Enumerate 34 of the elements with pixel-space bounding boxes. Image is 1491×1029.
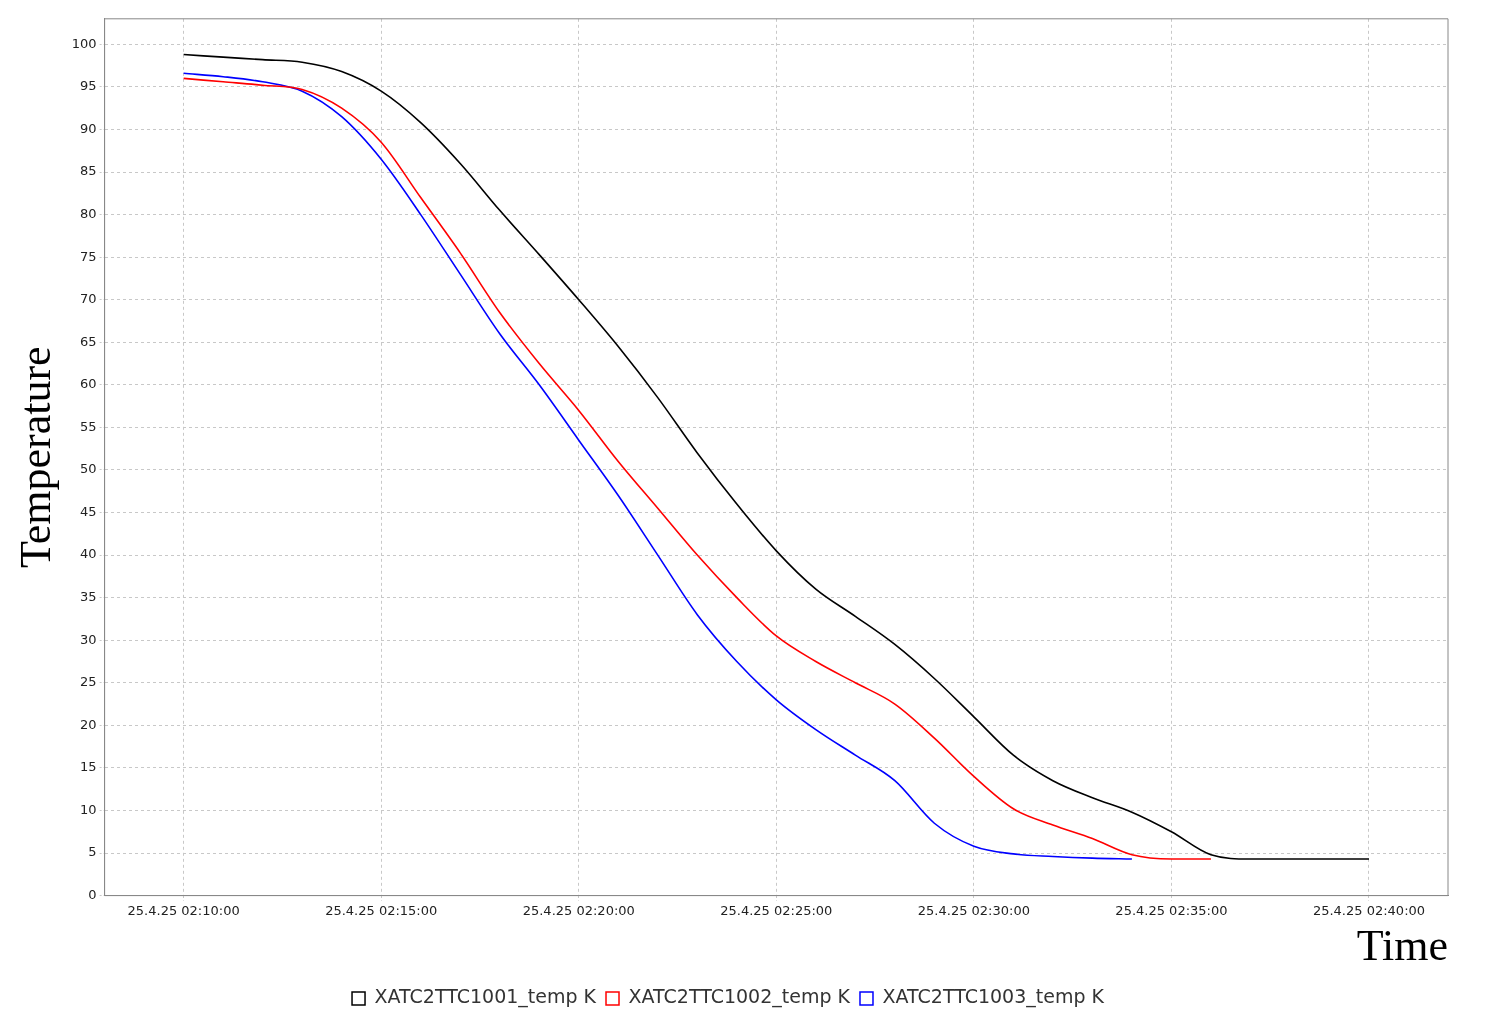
x-tick-label: 25.4.25 02:40:00 bbox=[1312, 902, 1426, 918]
legend-label: XATC2TTC1001_temp K bbox=[374, 985, 597, 1009]
y-tick-label: 85 bbox=[80, 163, 97, 179]
y-axis-title: Temperature bbox=[10, 346, 60, 569]
x-tick-label: 25.4.25 02:10:00 bbox=[127, 902, 240, 918]
y-tick-label: 40 bbox=[80, 546, 97, 562]
x-tick-label: 25.4.25 02:15:00 bbox=[325, 902, 438, 918]
y-tick-label: 60 bbox=[80, 376, 97, 392]
x-tick-label: 25.4.25 02:30:00 bbox=[917, 902, 1030, 918]
x-tick-label: 25.4.25 02:35:00 bbox=[1115, 902, 1228, 918]
y-tick-label: 10 bbox=[80, 801, 97, 817]
y-tick-label: 100 bbox=[71, 35, 97, 51]
x-tick-label: 25.4.25 02:20:00 bbox=[522, 902, 635, 918]
y-tick-label: 30 bbox=[80, 631, 97, 647]
y-tick-label: 5 bbox=[88, 844, 97, 860]
y-tick-label: 90 bbox=[80, 120, 97, 136]
y-tick-label: 70 bbox=[80, 291, 97, 307]
y-tick-label: 45 bbox=[80, 503, 97, 519]
y-tick-label: 25 bbox=[80, 674, 97, 690]
y-tick-label: 20 bbox=[80, 716, 97, 732]
x-axis-title: Time bbox=[1356, 921, 1448, 971]
legend-label: XATC2TTC1003_temp K bbox=[882, 985, 1105, 1009]
y-tick-label: 50 bbox=[80, 461, 97, 477]
y-tick-label: 55 bbox=[80, 418, 97, 434]
y-tick-label: 0 bbox=[88, 886, 97, 902]
y-tick-label: 95 bbox=[80, 78, 97, 94]
y-tick-label: 15 bbox=[80, 759, 97, 775]
x-tick-label: 25.4.25 02:25:00 bbox=[720, 902, 833, 918]
legend-label: XATC2TTC1002_temp K bbox=[628, 985, 851, 1009]
line-series bbox=[182, 53, 1370, 860]
y-tick-label: 80 bbox=[80, 205, 97, 221]
y-tick-label: 65 bbox=[80, 333, 97, 349]
y-tick-label: 75 bbox=[80, 248, 97, 264]
y-tick-label: 35 bbox=[80, 589, 97, 605]
